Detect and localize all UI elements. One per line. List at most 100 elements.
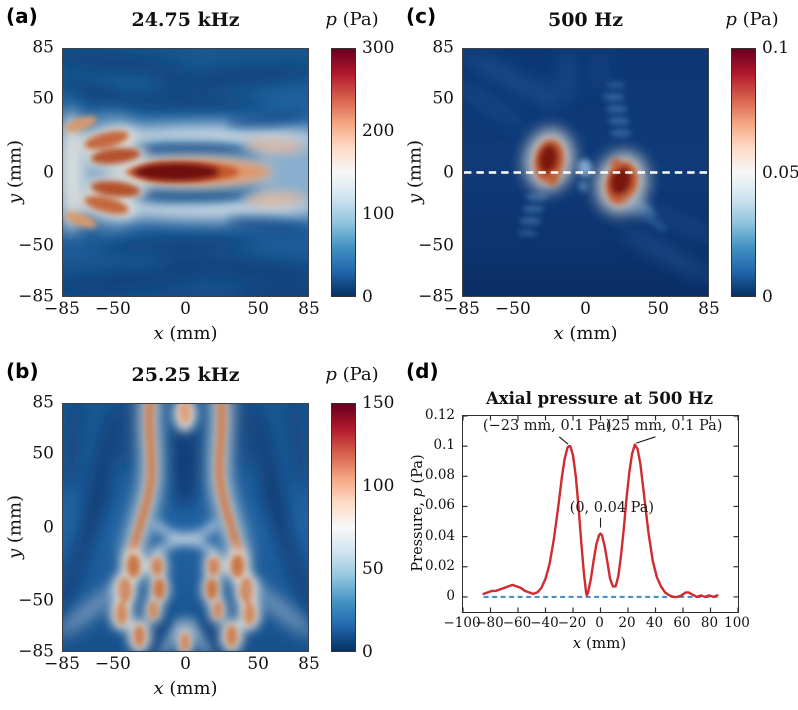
panel-a: (a) 24.75 kHz p (Pa) y (mm) (0, 0, 398, 355)
axis-var: x (572, 634, 582, 652)
tick-label: 0.05 (762, 162, 798, 183)
x-axis-ticks-a: −85 −50 0 50 85 (44, 299, 320, 321)
tick-label: 0 (443, 162, 454, 183)
tick-label: 0 (580, 299, 591, 319)
panel-b: (b) 25.25 kHz p (Pa) y (mm) (0, 355, 398, 710)
axis-unit: (mm) (163, 323, 218, 344)
colorbar-var: p (325, 364, 337, 385)
axis-unit: (mm) (563, 323, 618, 344)
tick-label: −50 (94, 299, 131, 319)
colorbar-b (331, 403, 356, 652)
x-axis-label-d: x (mm) (462, 634, 737, 652)
tick-label: 100 (362, 476, 395, 496)
tick-label: −50 (18, 590, 54, 611)
tick-label: 200 (362, 121, 395, 141)
colorbar-title-b: p (Pa) (310, 364, 394, 385)
colorbar-c (731, 48, 756, 297)
tick-label: −80 (475, 615, 504, 631)
tick-label: 0 (446, 587, 455, 604)
tick-label: 0.12 (424, 407, 455, 423)
tick-label: 85 (32, 392, 54, 413)
tick-label: 150 (362, 393, 395, 413)
tick-label: 0 (762, 287, 773, 307)
tick-label: 0.1 (762, 38, 790, 58)
x-axis-ticks-b: −85 −50 0 50 85 (44, 654, 320, 676)
tick-label: 0.04 (424, 527, 455, 544)
tick-label: 0 (180, 654, 191, 674)
axial-pressure-chart (463, 416, 738, 612)
colorbar-unit: (Pa) (736, 9, 779, 30)
colorbar-var: p (725, 9, 737, 30)
tick-label: 85 (32, 37, 54, 58)
tick-label: 0 (595, 615, 604, 631)
tick-label: 50 (247, 654, 269, 674)
heatmap-plot-a (62, 48, 309, 297)
heatmap-image-25-25khz (63, 404, 308, 651)
tick-label: 0.1 (433, 437, 455, 454)
tick-label: 100 (724, 615, 750, 631)
tick-label: 85 (298, 299, 320, 319)
tick-label: −85 (44, 299, 80, 319)
axis-unit: (mm) (581, 634, 627, 652)
tick-label: 50 (362, 559, 384, 579)
tick-label: 60 (673, 615, 691, 631)
tick-label: 100 (362, 204, 395, 224)
pressure-curve (482, 443, 719, 599)
panel-d-label: (d) (406, 359, 439, 383)
tick-label: 0 (43, 162, 54, 183)
panel-a-title: 24.75 kHz (131, 9, 240, 31)
annotation-leader-line (558, 436, 569, 445)
x-axis-ticks-c: −85 −50 0 50 85 (444, 299, 720, 321)
colorbar-title-a: p (Pa) (310, 9, 394, 30)
tick-label: −85 (44, 654, 80, 674)
heatmap-image-500hz (463, 49, 708, 296)
heatmap-plot-c (462, 48, 709, 297)
panel-b-label: (b) (6, 359, 39, 383)
panel-c-title: 500 Hz (547, 9, 624, 31)
axis-unit: (mm) (163, 678, 218, 699)
tick-label: 50 (32, 88, 54, 109)
colorbar-ticks-c: 0 0.05 0.1 (760, 38, 798, 307)
tick-label: 50 (247, 299, 269, 319)
tick-label: 0.06 (424, 497, 455, 514)
tick-label: −50 (494, 299, 531, 319)
tick-label: −50 (18, 235, 54, 256)
tick-label: 0 (362, 642, 373, 662)
y-axis-ticks-c: −85 −50 0 50 85 (400, 38, 457, 307)
tick-label: 0 (43, 517, 54, 538)
tick-label: 50 (432, 88, 454, 109)
colorbar-ticks-a: 0 100 200 300 (360, 38, 398, 307)
tick-label: 0 (180, 299, 191, 319)
tick-label: −40 (530, 615, 559, 631)
axis-var: x (153, 323, 164, 344)
colorbar-var: p (325, 9, 337, 30)
tick-label: −20 (557, 615, 587, 631)
tick-label: −100 (443, 615, 481, 631)
tick-label: −85 (18, 641, 54, 662)
tick-label: 50 (32, 443, 54, 464)
tick-label: 85 (432, 37, 454, 58)
x-axis-label-b: x (mm) (62, 678, 309, 699)
tick-label: −50 (418, 235, 454, 256)
colorbar-ticks-b: 0 50 100 150 (360, 393, 398, 662)
tick-label: 85 (698, 299, 720, 319)
tick-label: 20 (618, 615, 636, 631)
axis-var: x (153, 678, 164, 699)
y-axis-ticks-d: 0 0.02 0.04 0.06 0.08 0.1 0.12 (408, 407, 458, 611)
panel-a-label: (a) (6, 4, 38, 28)
tick-label: −50 (94, 654, 131, 674)
x-axis-label-a: x (mm) (62, 323, 309, 344)
y-axis-ticks-a: −85 −50 0 50 85 (0, 38, 57, 307)
tick-label: 50 (647, 299, 669, 319)
tick-label: 80 (700, 615, 719, 631)
heatmap-plot-b (62, 403, 309, 652)
tick-label: 85 (298, 654, 320, 674)
tick-label: 40 (645, 615, 664, 631)
colorbar-a (331, 48, 356, 297)
tick-label: 0.02 (424, 557, 455, 574)
tick-label: 300 (362, 38, 395, 58)
x-axis-ticks-d: −100 −80 −60 −40 −20 0 20 40 60 80 100 (443, 615, 749, 633)
line-plot (462, 415, 739, 613)
x-axis-label-c: x (mm) (462, 323, 709, 344)
heatmap-image-24-75khz (63, 49, 308, 296)
